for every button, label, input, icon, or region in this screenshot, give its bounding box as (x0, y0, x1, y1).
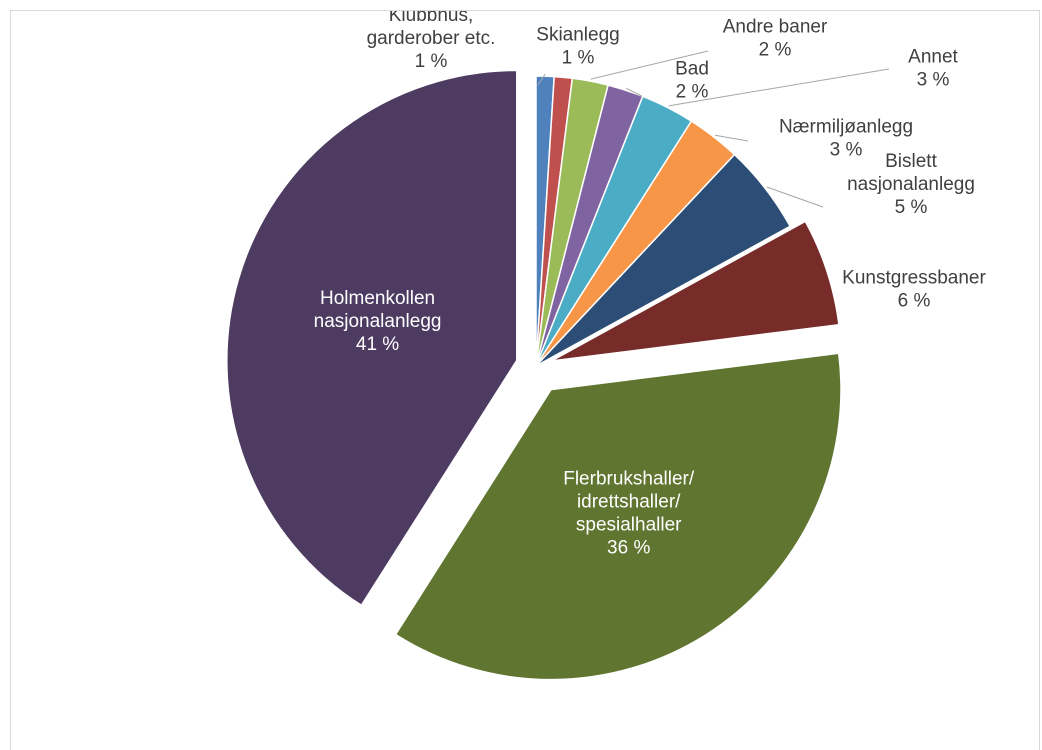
slice-name-label: Bislett (885, 151, 937, 172)
slice-name-label: Skianlegg (536, 25, 619, 46)
slice-value-label: 2 % (759, 40, 792, 61)
slice-value-label: 3 % (917, 70, 950, 91)
slice-name-label: garderober etc. (367, 28, 496, 49)
slice-label: Kunstgressbaner 6 % (842, 268, 986, 312)
slice-label: Flerbrukshaller/idrettshaller/spesialhal… (563, 469, 695, 559)
pie-slice (535, 153, 792, 367)
leader-line (766, 186, 824, 208)
slice-name-label: idrettshaller/ (577, 492, 681, 513)
slice-value-label: 41 % (356, 334, 399, 355)
slice-value-label: 36 % (607, 538, 650, 559)
slice-label: Skianlegg 1 % (536, 25, 619, 69)
slice-label: Klubbhus, garderober etc. 1 % (367, 11, 496, 72)
slice-name-label: Annet (908, 47, 958, 68)
slice-label: Andre baner 2 % (723, 17, 828, 61)
slice-name-label: nasjonalanlegg (847, 174, 975, 195)
pie-slice (226, 69, 518, 607)
slice-label: Bad 2 % (675, 59, 709, 103)
slice-name-label: nasjonalanlegg (314, 311, 442, 332)
slice-name-label: Andre baner (723, 17, 828, 38)
pie-slice (394, 352, 842, 681)
slice-name-label: Bad (675, 59, 709, 80)
leader-line (714, 134, 749, 142)
slice-value-label: 6 % (898, 291, 931, 312)
slice-value-label: 1 % (415, 51, 448, 72)
slice-label: Annet 3 % (908, 47, 958, 91)
pie-chart: Klubbhus, garderober etc. 1 %Skianlegg 1 %A… (226, 11, 986, 681)
slice-label: Nærmiljøanlegg 3 % (779, 117, 913, 161)
chart-frame: Klubbhus, garderober etc. 1 % Skianlegg 1 % A… (10, 10, 1040, 750)
slice-value-label: 2 % (676, 82, 709, 103)
slice-name-label: Kunstgressbaner (842, 268, 986, 289)
slice-name-label: spesialhaller (576, 515, 682, 536)
leader-line (668, 68, 890, 107)
leader-line (537, 73, 546, 86)
slice-value-label: 3 % (830, 140, 863, 161)
slice-label: Holmenkollen nasjonalanlegg 41 % (314, 288, 442, 355)
leader-line (590, 50, 709, 80)
slice-name-label: Nærmiljøanlegg (779, 117, 913, 138)
slice-label: Bislett nasjonalanlegg 5 % (847, 151, 975, 218)
slice-name-label: Klubbhus, (389, 11, 474, 26)
slice-name-label: Holmenkollen (320, 288, 435, 309)
slice-name-label: Flerbrukshaller/ (563, 469, 695, 490)
slice-value-label: 1 % (562, 48, 595, 69)
slice-value-label: 5 % (895, 197, 928, 218)
pie-slice (550, 220, 840, 362)
